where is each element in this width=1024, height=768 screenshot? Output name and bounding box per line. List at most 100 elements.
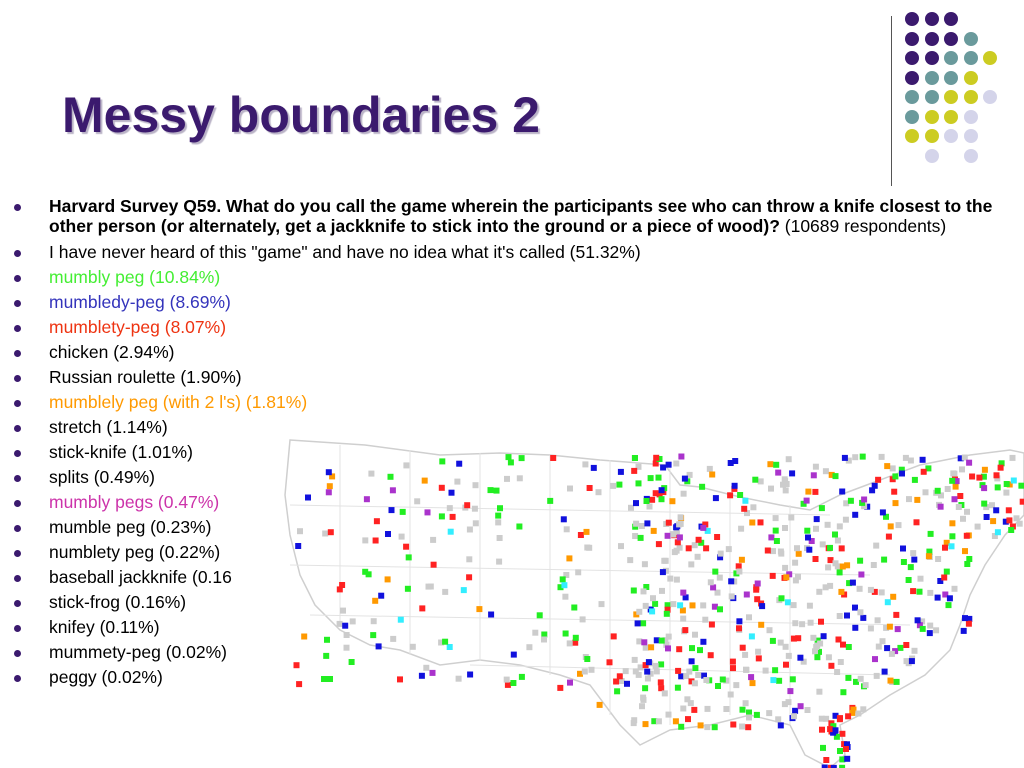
- map-marker: [873, 542, 880, 549]
- map-marker: [775, 716, 782, 723]
- map-marker: [746, 614, 752, 621]
- map-marker: [830, 723, 837, 730]
- map-marker: [404, 585, 411, 592]
- map-marker: [575, 569, 582, 576]
- answer-text: mumbly peg (10.84%): [49, 267, 221, 287]
- map-marker: [637, 664, 644, 671]
- decorative-dot: [905, 12, 919, 26]
- map-marker: [664, 602, 671, 609]
- map-marker: [579, 616, 586, 623]
- map-marker: [706, 465, 713, 472]
- map-marker: [846, 580, 853, 587]
- map-marker: [717, 550, 724, 557]
- map-marker: [766, 627, 773, 634]
- decorative-dot: [944, 90, 958, 104]
- map-marker: [773, 538, 780, 544]
- map-marker: [807, 619, 814, 626]
- map-marker: [536, 612, 543, 619]
- map-marker: [398, 533, 405, 540]
- map-marker: [838, 545, 845, 552]
- map-marker: [700, 524, 707, 531]
- bullet-icon: [14, 600, 21, 607]
- map-marker: [678, 723, 685, 730]
- map-marker: [684, 696, 691, 703]
- map-marker: [682, 594, 689, 601]
- slide-title: Messy boundaries 2: [62, 87, 540, 143]
- map-marker: [903, 642, 910, 648]
- map-marker: [388, 507, 395, 514]
- map-marker: [942, 544, 948, 551]
- map-marker: [1019, 498, 1024, 505]
- map-marker: [907, 564, 914, 571]
- map-marker: [812, 556, 819, 562]
- map-marker: [862, 682, 869, 689]
- map-marker: [577, 532, 584, 538]
- map-marker: [567, 679, 573, 686]
- map-marker: [389, 487, 396, 494]
- decorative-dot: [963, 51, 978, 65]
- map-marker: [900, 545, 906, 552]
- map-marker: [704, 527, 711, 534]
- bullet-icon: [14, 450, 21, 457]
- map-marker: [658, 637, 665, 644]
- map-marker: [832, 712, 839, 719]
- map-marker: [785, 456, 792, 463]
- map-marker: [955, 504, 962, 510]
- map-marker: [711, 603, 718, 610]
- map-marker: [702, 616, 709, 623]
- map-marker: [845, 674, 852, 681]
- map-marker: [632, 668, 639, 675]
- map-marker: [641, 561, 648, 568]
- map-marker: [993, 507, 1000, 514]
- map-marker: [840, 641, 846, 648]
- map-marker: [702, 521, 709, 528]
- map-marker: [503, 676, 510, 683]
- map-marker: [969, 473, 976, 480]
- map-marker: [813, 644, 820, 650]
- map-marker: [892, 648, 899, 655]
- map-marker: [742, 651, 749, 658]
- map-marker: [677, 602, 684, 609]
- map-marker: [727, 460, 734, 466]
- map-marker: [836, 716, 843, 723]
- map-marker: [864, 503, 871, 510]
- map-marker: [476, 606, 483, 613]
- map-marker: [700, 638, 707, 645]
- map-marker: [819, 541, 826, 548]
- decorative-dot: [924, 12, 939, 26]
- map-marker: [633, 520, 640, 527]
- decorative-dot-grid: [905, 12, 1024, 172]
- map-marker: [504, 681, 511, 688]
- map-marker: [881, 556, 888, 563]
- map-marker: [752, 476, 759, 483]
- map-marker: [504, 475, 510, 482]
- map-marker: [787, 688, 794, 695]
- map-marker: [808, 538, 815, 544]
- map-marker: [888, 650, 895, 657]
- map-marker: [750, 504, 757, 511]
- map-marker: [772, 515, 779, 522]
- map-marker: [852, 604, 858, 611]
- map-marker: [816, 588, 823, 595]
- map-marker: [622, 668, 629, 675]
- map-marker: [860, 614, 867, 621]
- map-marker: [960, 627, 967, 634]
- map-marker: [832, 473, 839, 480]
- map-marker: [913, 519, 920, 526]
- map-marker: [942, 591, 949, 598]
- decorative-dot: [983, 51, 997, 65]
- map-marker: [743, 666, 749, 673]
- list-item: Russian roulette (1.90%): [14, 367, 1014, 388]
- map-marker: [935, 556, 942, 562]
- answer-text: stick-frog (0.16%): [49, 592, 187, 612]
- map-marker: [772, 527, 779, 534]
- map-marker: [518, 673, 525, 680]
- map-marker: [650, 527, 657, 534]
- answer-text: mumblety-peg (8.07%): [49, 317, 227, 337]
- map-marker: [323, 652, 330, 659]
- map-marker: [738, 525, 745, 532]
- map-marker: [927, 530, 934, 537]
- map-marker: [836, 613, 843, 619]
- map-marker: [834, 669, 841, 675]
- map-marker: [926, 630, 933, 637]
